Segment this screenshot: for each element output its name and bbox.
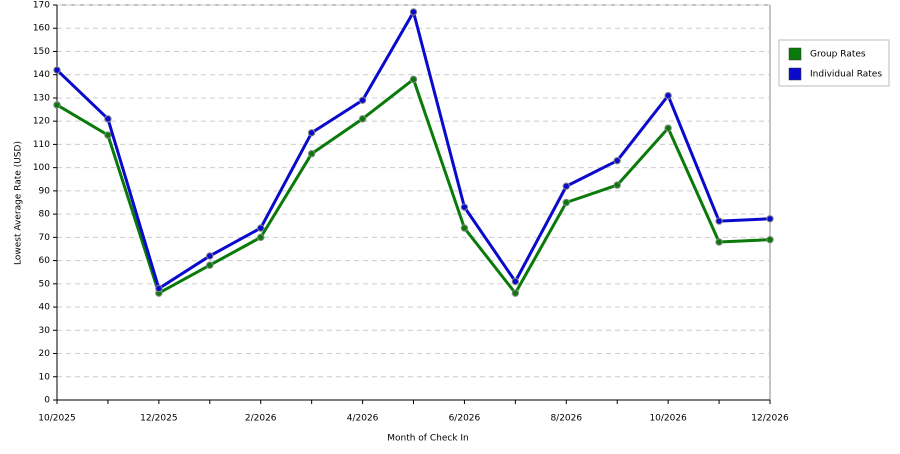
data-point	[206, 261, 214, 269]
data-point	[511, 289, 520, 297]
data-point	[307, 129, 316, 137]
y-tick-label: 90	[39, 186, 51, 196]
data-point	[562, 198, 570, 207]
data-point	[766, 235, 774, 244]
x-tick-label: 4/2026	[347, 414, 379, 424]
data-point	[409, 75, 418, 84]
y-tick-label: 120	[33, 117, 50, 127]
data-point	[53, 101, 61, 109]
plot-area	[56, 4, 771, 401]
x-tick-label: 12/2026	[751, 414, 789, 424]
y-tick-label: 140	[33, 70, 50, 80]
data-point	[155, 284, 163, 293]
x-tick-label: 10/2026	[649, 414, 687, 424]
data-point	[511, 277, 520, 286]
y-tick-label: 50	[39, 279, 51, 289]
y-tick-label: 100	[33, 163, 50, 173]
data-point	[409, 8, 418, 16]
data-point	[53, 66, 61, 74]
x-tick-label: 12/2025	[140, 414, 177, 424]
y-tick-label: 30	[39, 326, 51, 336]
y-axis-label: Lowest Average Rate (USD)	[14, 141, 24, 265]
data-point	[460, 224, 469, 232]
y-tick-label: 110	[33, 140, 50, 150]
y-tick-label: 60	[39, 256, 51, 266]
y-tick-label: 160	[33, 24, 50, 34]
data-point	[613, 156, 621, 165]
x-axis-label: Month of Check In	[387, 434, 469, 444]
y-tick-label: 170	[33, 1, 50, 11]
data-point	[715, 217, 723, 225]
y-tick-label: 40	[39, 303, 51, 313]
data-point	[358, 96, 367, 104]
y-tick-label: 70	[39, 233, 51, 243]
x-tick-label: 8/2026	[550, 414, 582, 424]
y-tick-label: 150	[33, 47, 50, 57]
y-tick-label: 130	[33, 93, 50, 103]
y-tick-label: 0	[44, 396, 50, 406]
data-point	[664, 91, 672, 100]
y-tick-label: 10	[39, 372, 51, 382]
data-point	[715, 238, 723, 246]
data-point	[562, 182, 570, 190]
legend-label: Group Rates	[810, 50, 866, 60]
data-point	[766, 215, 774, 223]
legend-swatch	[788, 67, 802, 81]
data-point	[358, 115, 367, 123]
data-point	[104, 131, 112, 139]
x-tick-label: 6/2026	[449, 414, 481, 424]
y-tick-label: 20	[39, 349, 51, 359]
data-point	[307, 150, 316, 158]
data-point	[613, 181, 621, 189]
data-point	[460, 203, 469, 211]
y-tick-label: 80	[39, 210, 51, 220]
legend-swatch	[788, 47, 802, 61]
data-point	[257, 233, 265, 242]
data-point	[664, 124, 672, 132]
x-tick-label: 2/2026	[245, 414, 277, 424]
x-tick-label: 10/2025	[38, 414, 75, 424]
legend-label: Individual Rates	[810, 70, 882, 80]
data-point	[104, 115, 112, 123]
data-point	[257, 224, 265, 232]
data-point	[206, 252, 214, 260]
